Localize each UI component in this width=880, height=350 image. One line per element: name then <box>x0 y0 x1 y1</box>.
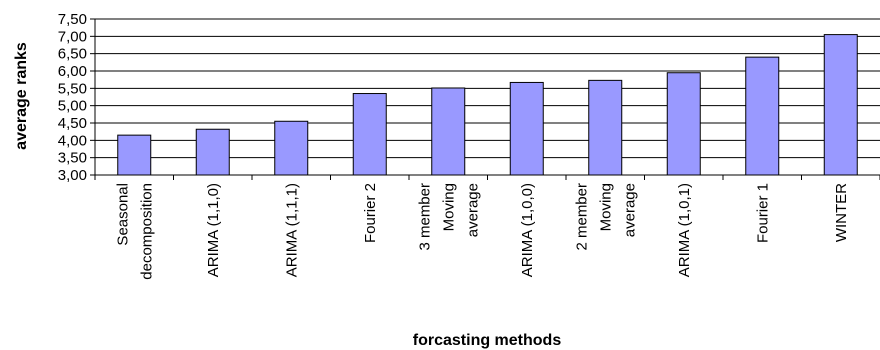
bar <box>117 134 152 176</box>
x-category-label: decomposition <box>138 183 155 280</box>
bar <box>588 79 623 176</box>
x-category-label: WINTER <box>833 183 850 242</box>
x-category-label: Fourier 2 <box>362 183 379 243</box>
x-category-label: average <box>621 183 638 237</box>
bar <box>352 93 387 176</box>
y-tick-label: 5,50 <box>58 80 87 97</box>
y-axis-title: average ranks <box>13 42 30 150</box>
x-category-label: Seasonal <box>114 183 131 246</box>
y-tick-label: 4,00 <box>58 132 87 149</box>
y-tick-label: 3,50 <box>58 150 87 167</box>
y-tick-label: 6,00 <box>58 63 87 80</box>
bar <box>823 34 858 176</box>
x-category-label: Fourier 1 <box>754 183 771 243</box>
bar <box>274 120 309 176</box>
x-category-label: 2 member <box>573 183 590 251</box>
y-tick-label: 4,50 <box>58 115 87 132</box>
bar <box>195 128 230 176</box>
x-category-label: 3 member <box>416 183 433 251</box>
bar <box>666 72 701 176</box>
x-category-label: ARIMA (1,1,0) <box>205 183 222 277</box>
x-axis-title: forcasting methods <box>413 332 562 349</box>
y-tick-label: 5,00 <box>58 98 87 115</box>
bar <box>745 56 780 176</box>
x-category-label: Moving <box>440 183 457 231</box>
bar <box>509 81 544 176</box>
y-tick-label: 6,50 <box>58 46 87 63</box>
axes <box>94 19 880 180</box>
y-tick-label: 7,50 <box>58 11 87 28</box>
y-tick-label: 3,00 <box>58 167 87 184</box>
x-category-label: ARIMA (1,0,1) <box>676 183 693 277</box>
y-tick-label: 7,00 <box>58 28 87 45</box>
x-category-label: Moving <box>597 183 614 231</box>
x-category-label: ARIMA (1,1,1) <box>283 183 300 277</box>
y-tick-labels: 3,003,504,004,505,005,506,006,507,007,50 <box>58 11 87 184</box>
bar <box>431 87 466 176</box>
x-category-label: ARIMA (1,0,0) <box>519 183 536 277</box>
x-category-label: average <box>464 183 481 237</box>
bars <box>117 34 858 176</box>
x-category-labels: Seasonal decomposition ARIMA (1,1,0) ARIMA … <box>114 183 850 280</box>
